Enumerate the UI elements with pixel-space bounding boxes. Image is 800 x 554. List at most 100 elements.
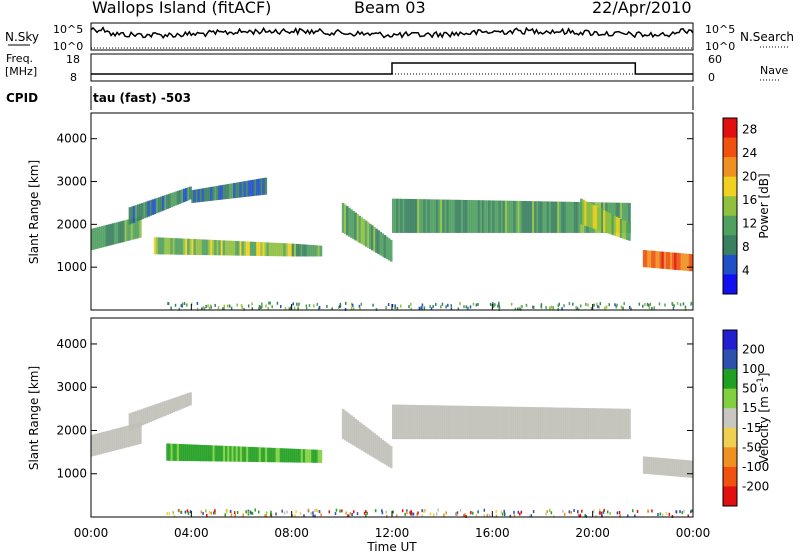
velocity-band-4-cell-10 [412,404,416,440]
velocity-band-4-cell-19 [431,405,435,440]
power-band-6-cell-2 [396,198,399,233]
power-band-6-cell-12 [417,199,420,233]
velocity-band-4-cell-0 [392,404,395,440]
power-band-7-cell-11 [603,210,606,233]
power-ground-scatter-128 [469,305,472,309]
power-band-1-cell-1 [130,206,134,224]
power-band-2-cell-21 [197,239,201,256]
velocity-band-1-cell-17 [164,400,167,416]
velocity-ground-scatter-88 [312,511,314,515]
power-band-3-cell-6 [203,187,207,202]
power-colorbar-seg-1 [723,137,737,158]
power-band-2-cell-45 [247,241,251,256]
power-ground-scatter-53 [673,304,675,308]
power-ground-scatter-49 [630,307,632,311]
velocity-band-2-cell-39 [248,446,251,462]
velocity-band-4-cell-64 [525,406,529,440]
power-band-6-cell-1 [394,198,397,233]
velocity-band-4-cell-44 [483,406,487,440]
velocity-ground-scatter-150 [214,511,217,515]
velocity-band-2-cell-52 [275,448,279,463]
velocity-ground-scatter-35 [264,514,266,518]
velocity-band-0-cell-20 [132,423,136,446]
power-band-5-cell-22 [387,238,391,261]
velocity-band-5-cell-1 [644,456,648,474]
velocity-band-5-cell-8 [659,457,663,476]
velocity-colorbar-tick-6: -100 [742,460,769,474]
velocity-band-2-cell-56 [283,448,287,463]
velocity-ground-scatter-46 [459,508,462,512]
power-band-3-cell-9 [210,186,213,201]
power-ground-scatter-74 [318,305,321,309]
power-ground-scatter-89 [494,303,496,307]
power-band-6-cell-32 [458,199,462,233]
velocity-band-4-cell-67 [532,407,535,440]
power-band-5-cell-10 [362,218,366,246]
power-band-3-cell-13 [218,185,222,200]
velocity-band-4-cell-54 [504,406,508,440]
power-colorbar-seg-4 [723,196,737,217]
power-ground-scatter-9 [180,304,183,308]
power-band-6-cell-29 [452,199,456,233]
velocity-ground-scatter-135 [251,511,254,515]
power-band-0-cell-8 [107,224,111,246]
nsky-tick-low: 10^0 [53,40,83,53]
power-band-0-cell-2 [95,227,98,249]
velocity-ground-scatter-16 [317,509,319,513]
velocity-ground-scatter-96 [291,514,294,518]
velocity-ground-scatter-82 [275,512,277,516]
power-band-4-cell-9 [311,244,314,257]
power-ground-scatter-156 [598,305,600,309]
velocity-band-2-cell-29 [227,445,230,462]
power-ground-scatter-146 [421,303,424,307]
power-band-6-cell-76 [550,201,554,233]
velocity-ground-scatter-111 [545,512,547,516]
velocity-band-4-cell-38 [471,405,475,440]
xtick-label-4: 16:00 [475,526,510,540]
power-colorbar-tick-6: 28 [742,123,757,137]
velocity-ground-scatter-130 [634,514,636,518]
power-band-6-cell-80 [559,201,562,233]
power-band-8-cell-6 [655,251,658,269]
power-band-2-cell-44 [245,241,249,256]
power-band-1-cell-23 [176,190,180,205]
power-band-7-cell-5 [590,204,594,228]
velocity-band-2-cell-32 [233,446,237,462]
nave-tick-high: 60 [708,53,722,66]
velocity-ground-scatter-21 [303,514,305,518]
velocity-ground-scatter-126 [495,514,498,518]
power-band-6-cell-67 [532,201,535,233]
velocity-ground-scatter-33 [584,514,586,518]
power-band-2-cell-10 [174,238,178,255]
velocity-band-0-cell-17 [126,425,130,448]
power-band-3-cell-15 [222,184,226,200]
power-band-2-cell-60 [279,243,282,257]
velocity-band-2-cell-49 [269,447,272,463]
velocity-band-4-cell-76 [550,407,554,440]
power-band-6-cell-31 [456,199,460,233]
velocity-band-1-cell-25 [180,395,184,409]
power-band-3-cell-10 [212,186,215,201]
power-ground-scatter-177 [557,304,560,308]
velocity-ground-scatter-76 [349,514,351,518]
power-band-1-cell-22 [174,191,178,206]
velocity-band-2-cell-17 [201,444,205,462]
velocity-ground-scatter-78 [385,514,388,518]
nsky-tick-high: 10^5 [53,23,83,36]
velocity-ground-scatter-49 [299,511,302,515]
power-band-2-cell-61 [281,243,284,257]
power-ground-scatter-38 [209,304,212,308]
velocity-band-2-cell-54 [279,448,283,463]
power-band-0-cell-3 [97,227,100,249]
power-band-7-cell-14 [609,213,612,235]
velocity-ground-scatter-143 [550,511,553,515]
power-band-0-cell-14 [120,221,123,243]
power-ground-scatter-109 [230,306,233,310]
velocity-ground-scatter-133 [180,510,183,514]
velocity-band-3-cell-5 [352,416,355,446]
power-band-0-cell-0 [91,228,94,251]
power-colorbar-frame [722,117,738,295]
nsky-label: N.Sky [5,30,39,44]
power-ground-scatter-105 [658,302,661,306]
time-x-axis: 00:00 04:00 08:00 12:00 16:00 20:00 00:00 [74,304,710,540]
